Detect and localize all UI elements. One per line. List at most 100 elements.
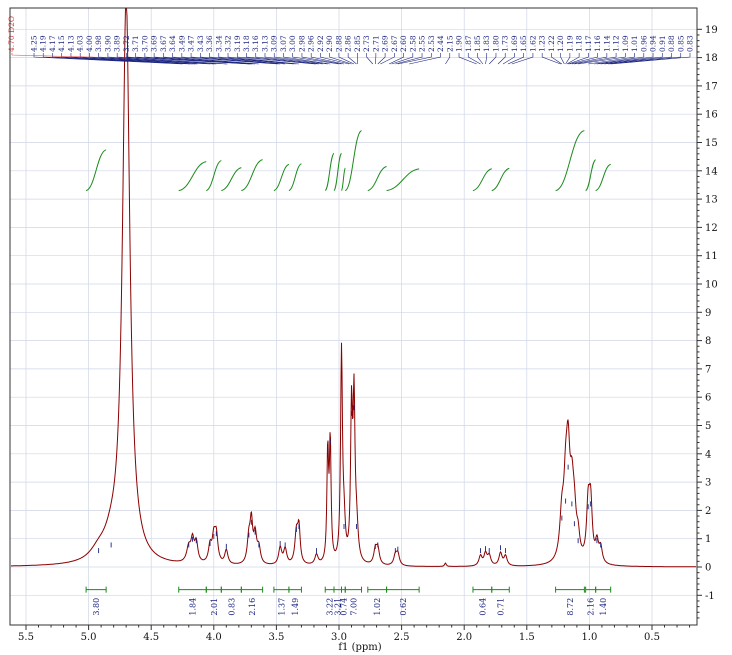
integral-value-label: 1.02 xyxy=(373,598,382,616)
peak-label: 1.17 xyxy=(584,35,593,52)
peak-label: 1.62 xyxy=(528,35,537,52)
peak-label: 3.47 xyxy=(187,35,196,52)
peak-label: 2.53 xyxy=(427,35,436,52)
peak-label-leader xyxy=(366,53,374,65)
peak-label: 3.43 xyxy=(196,35,205,52)
x-tick-label: 1.5 xyxy=(519,632,535,643)
peak-label: 2.90 xyxy=(325,35,334,52)
peak-label-leader xyxy=(565,53,571,65)
integral-value-label: 1.37 xyxy=(277,598,286,616)
spectrum-line xyxy=(11,7,696,568)
peak-label: 3.49 xyxy=(177,35,186,52)
peak-label-leader xyxy=(578,53,626,65)
peak-ticks xyxy=(98,348,602,554)
peak-label: 3.07 xyxy=(279,35,288,52)
peak-label-leader xyxy=(301,53,342,65)
peak-label-leader xyxy=(264,53,323,65)
peak-label-leader xyxy=(467,53,481,65)
integral-curve xyxy=(555,130,585,192)
peak-label: 2.98 xyxy=(297,35,306,52)
integral-curve xyxy=(324,152,335,192)
peak-label: 2.44 xyxy=(436,35,445,52)
peak-label: 3.34 xyxy=(214,35,223,52)
integral-curve xyxy=(367,166,387,192)
peak-label: 3.64 xyxy=(168,35,177,52)
peak-label-leader xyxy=(566,53,580,65)
integral-value-label: 2.16 xyxy=(587,598,596,616)
peak-label: 3.16 xyxy=(251,35,260,52)
integral-value-label: 7.00 xyxy=(349,598,358,616)
peak-label: 1.23 xyxy=(538,35,547,52)
peak-label: 2.60 xyxy=(399,35,408,52)
peak-label: 1.90 xyxy=(455,35,464,52)
peak-label-leader xyxy=(338,53,355,65)
peak-label: 3.67 xyxy=(159,35,168,52)
peak-label-leader xyxy=(329,53,352,65)
peak-label-leader xyxy=(571,53,608,65)
peak-label-leader xyxy=(172,53,259,65)
peak-label-leader xyxy=(116,53,228,65)
peak-label-leader xyxy=(541,53,561,65)
integral-curve xyxy=(491,167,510,192)
y-tick-label: -1 xyxy=(705,591,715,602)
integral-value-label: 0.71 xyxy=(497,598,506,616)
peak-label-leader xyxy=(569,53,598,65)
y-tick-label: 12 xyxy=(705,223,718,234)
integral-curve xyxy=(85,149,107,192)
peak-label: 3.00 xyxy=(288,35,297,52)
peak-label: 3.72 xyxy=(122,35,131,52)
peak-label: 2.67 xyxy=(390,35,399,52)
x-tick-label: 5.5 xyxy=(18,632,34,643)
integral-value-label: 1.84 xyxy=(189,598,198,616)
peak-label-leader xyxy=(375,53,377,65)
y-tick-label: 11 xyxy=(705,251,718,262)
peak-label: 4.19 xyxy=(39,35,48,52)
peak-label: 1.09 xyxy=(621,35,630,52)
peak-label: 0.91 xyxy=(658,35,667,52)
y-tick-label: 4 xyxy=(705,449,711,460)
peak-label: 2.73 xyxy=(362,35,371,52)
peak-label-leader xyxy=(246,53,317,65)
integral-value-label: 1.49 xyxy=(291,598,300,616)
peak-label: 4.25 xyxy=(30,35,39,52)
y-tick-label: 1 xyxy=(705,534,711,545)
peak-label: 0.88 xyxy=(667,35,676,52)
peak-label-leader xyxy=(588,53,635,65)
peak-label-leader xyxy=(200,53,286,65)
peak-label-leader xyxy=(458,53,477,65)
y-tick-label: 9 xyxy=(705,308,711,319)
integral-value-label: 0.74 xyxy=(339,598,348,616)
x-tick-label: 5.0 xyxy=(81,632,97,643)
peak-label: 3.70 xyxy=(140,35,149,52)
peak-label: 3.69 xyxy=(150,35,159,52)
integral-value-label: 3.21 xyxy=(334,598,343,616)
peak-label: 3.36 xyxy=(205,35,214,52)
peak-label-leader xyxy=(181,53,278,65)
peak-label-leader xyxy=(377,53,386,65)
peak-label-leader xyxy=(560,53,565,65)
integral-curve xyxy=(241,159,263,192)
peak-label: 3.32 xyxy=(224,35,233,52)
integral-curve xyxy=(595,163,611,192)
x-axis-title: f1 (ppm) xyxy=(338,642,381,653)
peak-label: 4.00 xyxy=(85,35,94,52)
peak-label-leader xyxy=(397,53,432,65)
peak-label: 0.94 xyxy=(649,35,658,52)
y-tick-label: 15 xyxy=(705,138,718,149)
peak-label: 2.55 xyxy=(418,35,427,52)
y-tick-label: 10 xyxy=(705,280,718,291)
peak-label: 0.83 xyxy=(686,35,695,52)
peak-label: 4.15 xyxy=(57,35,66,52)
peak-label-leader xyxy=(380,53,395,65)
peak-label-leader xyxy=(568,53,589,65)
peak-label-leader xyxy=(594,53,645,65)
y-tick-label: 17 xyxy=(705,81,718,92)
peak-label-leader xyxy=(255,53,320,65)
peak-label-leader xyxy=(227,53,299,65)
peak-label: 1.73 xyxy=(501,35,510,52)
peak-label: 3.13 xyxy=(260,35,269,52)
integral-curve xyxy=(344,130,362,192)
peak-label: 2.85 xyxy=(353,35,362,52)
